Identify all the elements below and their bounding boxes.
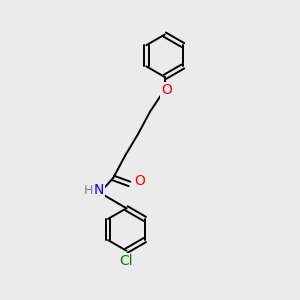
Text: O: O [134,174,145,188]
Text: Cl: Cl [120,254,133,268]
Text: H: H [84,184,93,197]
Text: N: N [93,183,104,197]
Text: O: O [161,82,172,97]
